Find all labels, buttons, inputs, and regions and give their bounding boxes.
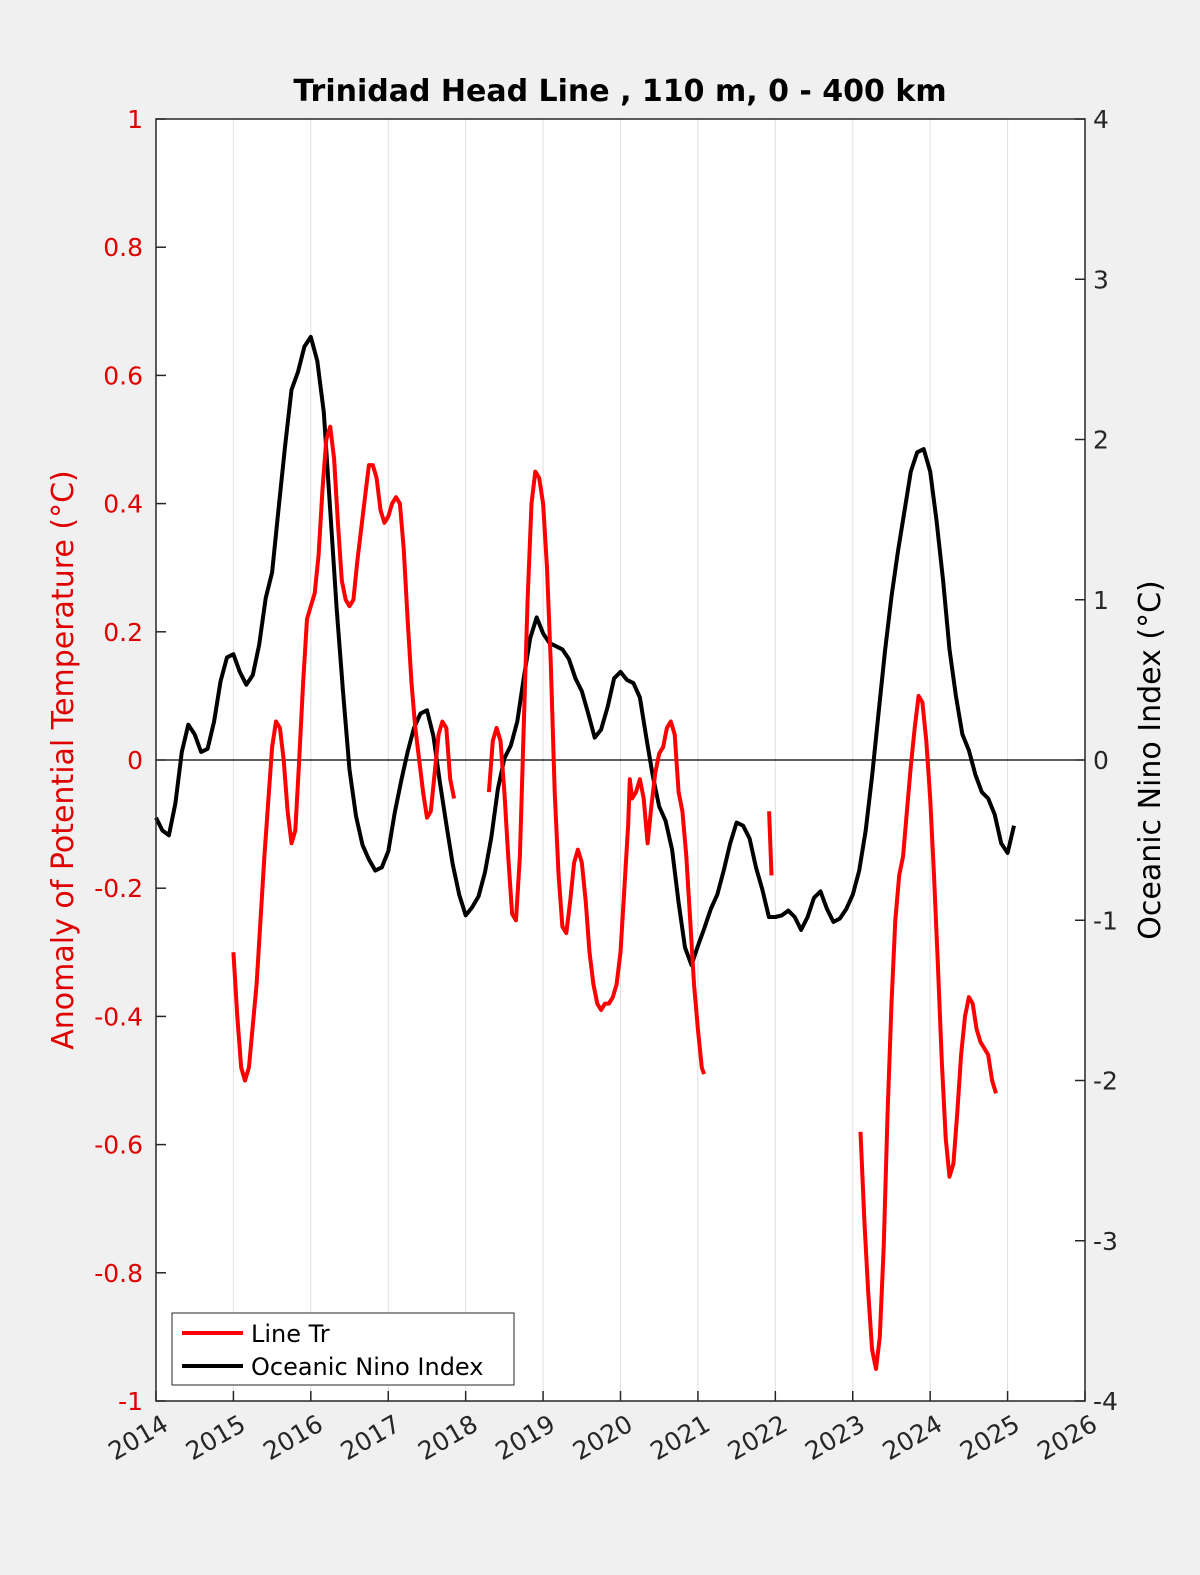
y-left-tick-label: 1 (127, 105, 143, 134)
y-right-tick-label: 1 (1093, 586, 1109, 615)
legend: Line Tr Oceanic Nino Index (171, 1312, 515, 1386)
y-left-tick-label: 0 (127, 746, 143, 775)
legend-label-line-tr: Line Tr (251, 1320, 330, 1348)
line-tr-series (858, 693, 998, 1371)
y-axis-right-label: Oceanic Nino Index (°C) (1133, 580, 1168, 940)
y-axis-right: 4 3 2 1 0 -1 -2 -3 -4 (1075, 105, 1118, 1416)
legend-box (171, 1312, 515, 1386)
y-right-tick-label: 0 (1093, 746, 1109, 775)
line-tr-series (767, 811, 774, 876)
y-right-tick-label: -2 (1093, 1067, 1118, 1096)
y-left-tick-label: 0.8 (103, 233, 143, 262)
y-axis-left-label: Anomaly of Potential Temperature (°C) (46, 470, 81, 1049)
legend-label-oni: Oceanic Nino Index (251, 1353, 483, 1381)
y-left-tick-label: -0.6 (94, 1131, 143, 1160)
y-right-tick-label: 2 (1093, 426, 1109, 455)
chart-title: Trinidad Head Line , 110 m, 0 - 400 km (293, 74, 946, 109)
series-layer (154, 334, 1016, 1371)
y-left-tick-label: -1 (118, 1387, 143, 1416)
y-right-tick-label: 4 (1093, 105, 1109, 134)
y-left-tick-label: 0.6 (103, 361, 143, 390)
y-right-tick-label: -1 (1093, 906, 1118, 935)
y-axis-left: 1 0.8 0.6 0.4 0.2 0 -0.2 -0.4 -0.6 -0.8 -1 (94, 105, 166, 1416)
y-left-tick-label: -0.2 (94, 874, 143, 903)
y-right-tick-label: -4 (1093, 1387, 1118, 1416)
oni-series (154, 334, 1016, 968)
y-right-tick-label: -3 (1093, 1227, 1118, 1256)
y-left-tick-label: -0.4 (94, 1002, 143, 1031)
y-left-tick-label: -0.8 (94, 1259, 143, 1288)
y-right-tick-label: 3 (1093, 265, 1109, 294)
y-left-tick-label: 0.2 (103, 618, 143, 647)
y-left-tick-label: 0.4 (103, 490, 143, 519)
line-tr-series (486, 469, 706, 1075)
line-tr-series (231, 424, 457, 1083)
